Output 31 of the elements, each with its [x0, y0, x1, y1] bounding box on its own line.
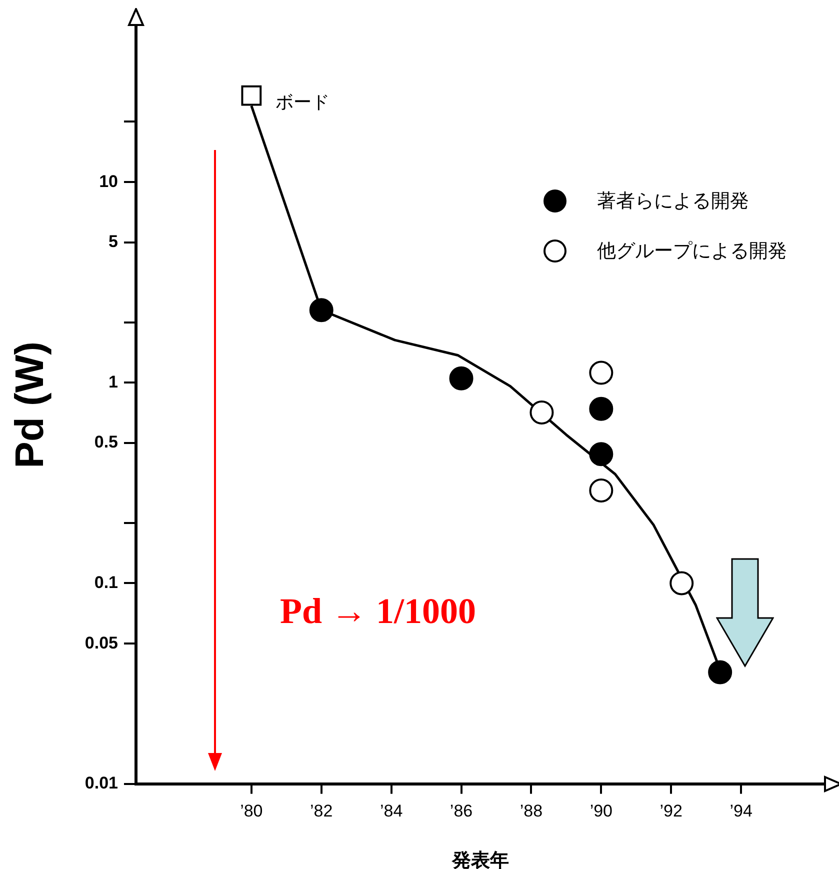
point — [309, 298, 334, 322]
y-tick-label: 5 — [108, 232, 118, 252]
x-tick-label: ’94 — [730, 802, 752, 821]
point — [589, 442, 614, 466]
legend-label: 他グループによる開発 — [597, 239, 787, 264]
x-tick-label: ’88 — [520, 802, 543, 821]
x-tick-label: ’84 — [380, 802, 403, 821]
point — [708, 660, 732, 684]
series-label: ボード — [275, 92, 330, 114]
y-tick-label: 0.05 — [84, 633, 118, 652]
point — [449, 366, 474, 390]
point — [589, 360, 614, 385]
y-tick-label: 0.01 — [84, 773, 118, 792]
point — [530, 400, 554, 424]
point — [589, 478, 614, 502]
x-tick-label: ’86 — [450, 802, 473, 821]
y-tick-label: 0.1 — [94, 572, 118, 592]
point — [241, 85, 262, 106]
y-tick-label: 1 — [108, 372, 118, 392]
x-tick-label: ’82 — [310, 802, 333, 821]
y-tick-label: 0.5 — [94, 432, 118, 452]
y-tick-label: 10 — [99, 172, 118, 191]
point — [589, 396, 614, 421]
x-tick-label: ’80 — [240, 802, 263, 821]
legend-label: 著者らによる開発 — [597, 189, 749, 214]
x-tick-label: ’90 — [590, 802, 613, 821]
x-axis-title: 発表年 — [451, 850, 509, 869]
annotation: Pd → 1/1000 — [280, 590, 476, 632]
x-tick-label: ’92 — [660, 802, 682, 821]
point — [670, 571, 694, 596]
y-axis-title: Pd (W) — [8, 342, 52, 468]
